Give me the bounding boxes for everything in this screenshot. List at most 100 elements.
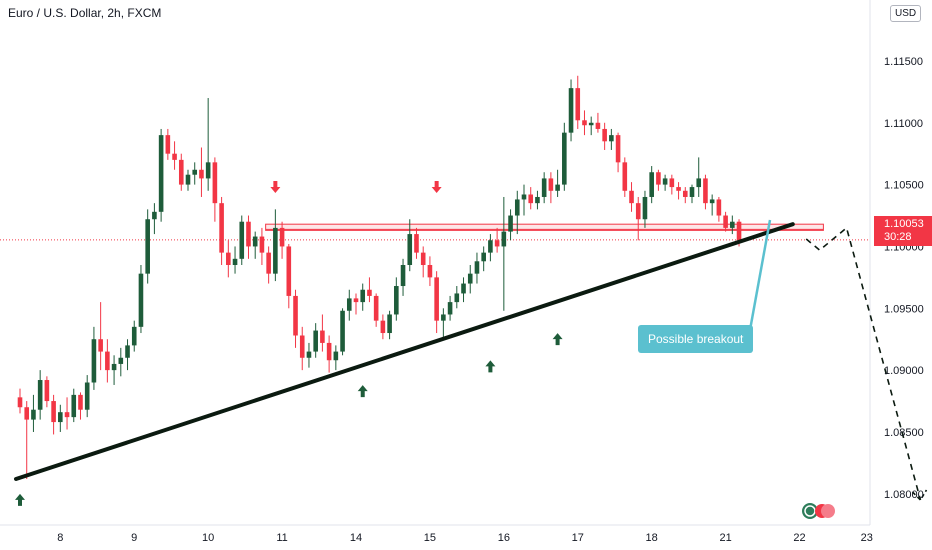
candle-body [441, 314, 446, 321]
candle-body [286, 246, 292, 296]
candle-body [649, 172, 654, 197]
candle-body [279, 227, 285, 247]
candle-body [669, 178, 675, 188]
candle-body [514, 199, 520, 216]
breakout-callout: Possible breakout [638, 325, 754, 353]
candle-body [333, 351, 339, 361]
candle-body [252, 236, 258, 247]
arrows-layer [15, 180, 563, 506]
candle-body [172, 153, 177, 160]
candle-body [24, 407, 30, 420]
candle-body [635, 203, 641, 220]
candle-body [165, 135, 171, 154]
candle-body [629, 190, 634, 204]
x-tick-label: 18 [646, 532, 658, 544]
candle-body [736, 221, 742, 241]
candle-body [44, 380, 50, 402]
candle-body [474, 261, 480, 274]
candle-body [205, 162, 211, 179]
x-tick-label: 11 [276, 532, 287, 544]
bar-countdown: 30:28 [884, 231, 912, 243]
up-arrow-icon [485, 360, 496, 373]
candle-body [467, 273, 473, 284]
trendline-layer [14, 219, 928, 502]
candle-body [232, 258, 238, 265]
y-tick-label: 1.08500 [884, 427, 924, 439]
candle-body [434, 277, 439, 321]
candle-body [219, 203, 224, 253]
candle-body [373, 295, 379, 321]
candle-body [266, 252, 271, 274]
last-price-tag: 1.10053 30:28 [874, 216, 932, 246]
y-tick-label: 1.08000 [884, 489, 924, 501]
candle-body [588, 122, 594, 126]
candle-body [78, 394, 83, 410]
candle-body [562, 132, 567, 185]
candle-body [192, 169, 198, 175]
candle-body [541, 178, 547, 197]
candle-body [716, 199, 722, 216]
down-arrow-icon [270, 180, 281, 193]
candle-body [239, 221, 245, 259]
y-tick-label: 1.11500 [884, 56, 923, 68]
candle-body [306, 351, 312, 358]
candle-body [521, 194, 527, 200]
candle-body [199, 169, 204, 179]
candle-body [582, 120, 587, 126]
candle-body [642, 196, 648, 220]
candle-body [682, 190, 688, 197]
x-axis: 8 9 10 11 14 15 16 17 18 21 22 23 [57, 532, 873, 544]
candle-body [709, 199, 715, 204]
candle-body [91, 339, 97, 383]
candle-body [299, 335, 305, 358]
candle-body [662, 178, 668, 185]
candle-body [17, 397, 23, 408]
grid [0, 0, 871, 526]
candle-body [508, 215, 513, 232]
x-tick-label: 15 [424, 532, 436, 544]
candles [17, 75, 742, 479]
candle-body [595, 122, 601, 129]
candle-body [313, 330, 318, 352]
currency-button[interactable]: USD [890, 5, 922, 22]
candle-body [259, 236, 265, 253]
candle-body [723, 215, 728, 228]
candle-body [494, 240, 500, 247]
resistance-zone [265, 223, 824, 231]
y-tick-label: 1.09500 [884, 303, 924, 315]
candle-body [407, 234, 413, 265]
candle-body [703, 178, 708, 204]
candle-body [105, 351, 110, 371]
candle-body [131, 326, 137, 346]
candle-body [622, 162, 628, 191]
candle-body [730, 221, 735, 228]
candle-body [481, 252, 486, 262]
candle-body [427, 265, 433, 278]
candle-body [387, 314, 392, 334]
candle-body [37, 380, 43, 410]
candle-body [246, 221, 251, 247]
candle-body [145, 219, 150, 274]
candle-body [152, 211, 157, 220]
candle-body [326, 342, 332, 361]
up-arrow-icon [552, 333, 563, 346]
candle-body [568, 88, 574, 133]
candle-body [380, 320, 386, 334]
candle-body [293, 295, 298, 336]
candle-body [226, 252, 231, 265]
candle-body [84, 382, 90, 410]
candle-body [414, 234, 419, 253]
y-tick-label: 1.10500 [884, 180, 924, 192]
candle-body [346, 298, 352, 311]
y-axis: 1.115001.110001.105001.100001.095001.090… [884, 56, 924, 501]
candle-body [360, 289, 366, 303]
candle-body [320, 330, 325, 343]
projection-path [805, 226, 922, 501]
candle-body [602, 128, 607, 142]
candle-body [185, 174, 191, 185]
candle-body [353, 298, 359, 303]
candle-body [178, 159, 184, 185]
y-tick-label: 1.09000 [884, 365, 924, 377]
candle-body [454, 293, 460, 303]
